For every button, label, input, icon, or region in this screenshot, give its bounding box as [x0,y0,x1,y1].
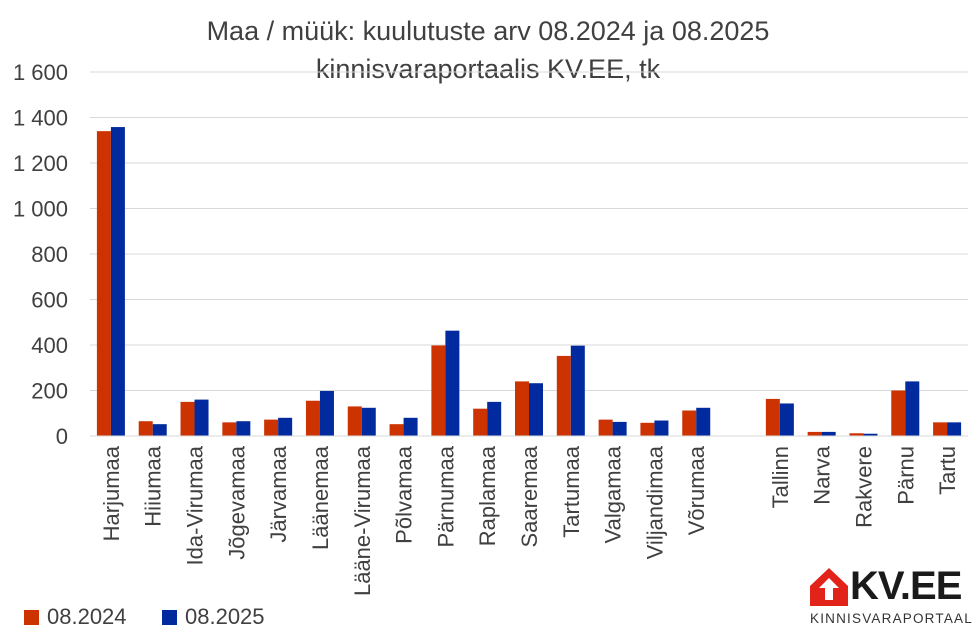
y-tick-label: 1 000 [13,197,68,222]
bar-08.2024 [556,355,571,436]
x-tick-label: Järvamaa [266,445,291,542]
x-tick-label: Pärnumaa [433,445,458,547]
bar-08.2025 [278,417,293,436]
bar-08.2025 [612,421,627,436]
legend-swatch-2025 [162,609,177,625]
x-tick-label: Põlvamaa [392,445,417,544]
bar-08.2025 [696,407,711,436]
bar-08.2025 [110,127,125,437]
bar-08.2025 [779,403,794,436]
y-tick-label: 400 [31,333,68,358]
x-tick-label: Valgamaa [601,445,626,543]
bar-08.2025 [236,421,251,436]
bar-08.2025 [319,390,334,436]
bar-08.2025 [361,407,376,436]
kv-ee-logo: KV.EE KINNISVARAPORTAAL [806,564,973,632]
x-tick-label: Võrumaa [684,445,709,535]
bar-08.2024 [473,408,488,436]
bar-08.2024 [96,131,111,436]
y-tick-label: 1 600 [13,60,68,85]
bar-08.2024 [849,433,864,436]
bar-08.2025 [570,345,585,436]
legend-item-2025: 08.2025 [162,604,265,630]
bar-08.2024 [807,431,822,436]
bar-08.2025 [821,431,836,436]
bar-08.2024 [933,422,948,436]
chart-title-line: Maa / müük: kuulutuste arv 08.2024 ja 08… [206,16,770,46]
bar-08.2024 [598,419,613,436]
bar-08.2025 [529,383,543,436]
x-tick-label: Tartu [935,446,960,495]
bar-08.2025 [863,433,878,436]
bar-08.2024 [765,398,780,436]
x-tick-label: Rakvere [851,446,876,528]
bar-08.2024 [138,421,153,436]
x-tick-label: Hiiumaa [141,445,166,526]
x-tick-label: Narva [810,445,835,504]
bar-08.2024 [389,424,404,436]
y-tick-label: 0 [56,424,68,449]
x-tick-label: Harjumaa [99,445,124,541]
y-tick-label: 1 200 [13,151,68,176]
bar-08.2025 [152,424,167,436]
logo-wordmark: KV.EE [850,564,962,608]
y-tick-label: 600 [31,288,68,313]
bar-08.2024 [347,406,362,436]
bar-08.2024 [891,390,906,436]
chart-subtitle: kinnisvaraportaalis KV.EE, tk [315,54,661,84]
legend-label-2024: 08.2024 [47,604,127,629]
y-tick-label: 800 [31,242,68,267]
house-logo-icon [810,568,848,606]
y-tick-label: 200 [31,379,68,404]
bar-08.2025 [403,417,418,436]
bar-08.2024 [264,419,279,436]
x-tick-label: Raplamaa [475,445,500,546]
bar-08.2025 [905,381,920,436]
bar-08.2025 [947,422,962,436]
bar-08.2025 [487,401,502,436]
bar-08.2024 [222,422,237,436]
x-tick-label: Läänemaa [308,445,333,550]
bar-08.2025 [654,420,669,436]
x-tick-label: Jõgevamaa [224,445,249,560]
logo-subtitle: KINNISVARAPORTAAL [810,611,973,626]
bar-08.2024 [431,345,446,436]
bar-08.2025 [194,399,209,436]
bar-08.2024 [515,381,529,436]
bar-08.2025 [445,330,460,436]
bar-08.2024 [682,410,697,436]
x-tick-label: Tartumaa [559,445,584,537]
x-tick-label: Saaremaa [517,445,542,547]
bar-08.2024 [180,401,195,436]
legend-label-2025: 08.2025 [185,604,265,629]
bar-08.2024 [305,400,320,436]
legend-swatch-2024 [24,609,39,625]
x-tick-label: Tallinn [768,446,793,508]
x-tick-label: Ida-Virumaa [183,445,208,565]
x-tick-label: Lääne-Virumaa [350,445,375,596]
x-tick-label: Pärnu [893,446,918,505]
x-tick-label: Viljandimaa [642,445,667,559]
bar-08.2024 [640,422,655,436]
y-tick-label: 1 400 [13,106,68,131]
legend-item-2024: 08.2024 [24,604,127,630]
